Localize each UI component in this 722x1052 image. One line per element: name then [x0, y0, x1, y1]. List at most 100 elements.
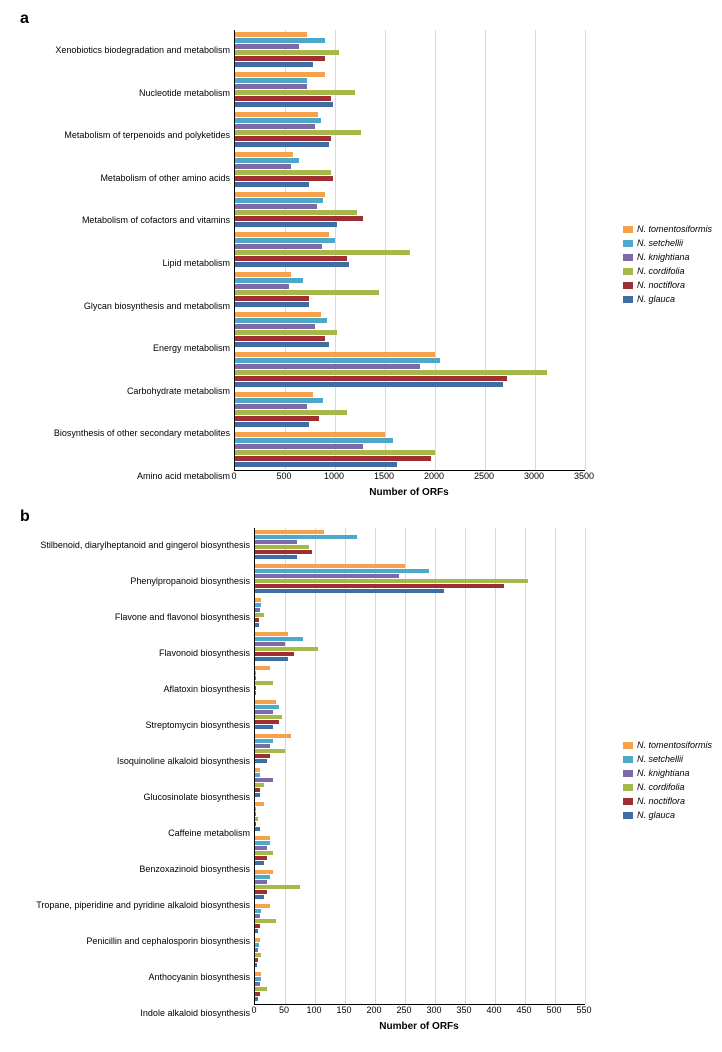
x-axis: 0500100015002000250030003500 — [234, 471, 584, 485]
bar — [255, 749, 285, 753]
legend-swatch — [623, 784, 633, 791]
legend-item: N. cordifolia — [623, 266, 712, 276]
bar — [235, 462, 397, 467]
bar — [235, 312, 321, 317]
legend-swatch — [623, 240, 633, 247]
bar — [235, 130, 361, 135]
bar — [255, 982, 260, 986]
bar — [235, 56, 325, 61]
bar — [255, 569, 429, 573]
chart-panel: bStilbenoid, diarylheptanoid and gingero… — [10, 508, 712, 1032]
bar — [255, 535, 357, 539]
x-tick-label: 500 — [276, 471, 291, 481]
bar — [235, 124, 315, 129]
legend-label: N. noctiflora — [637, 796, 685, 806]
category-label: Xenobiotics biodegradation and metabolis… — [55, 31, 230, 71]
category-label: Metabolism of terpenoids and polyketides — [64, 116, 230, 156]
category-label: Flavone and flavonol biosynthesis — [115, 601, 250, 635]
bar — [255, 938, 260, 942]
bar — [235, 398, 323, 403]
bar — [255, 861, 264, 865]
bar — [255, 987, 267, 991]
bar — [235, 410, 347, 415]
x-tick-label: 1500 — [374, 471, 394, 481]
x-tick-label: 0 — [231, 471, 236, 481]
bar — [235, 336, 325, 341]
legend-item: N. cordifolia — [623, 782, 712, 792]
bar — [235, 170, 331, 175]
legend-item: N. glauca — [623, 294, 712, 304]
bar — [255, 773, 260, 777]
bar — [255, 676, 256, 680]
y-axis: Stilbenoid, diarylheptanoid and gingerol… — [10, 528, 254, 1032]
category-label: Flavonoid biosynthesis — [159, 637, 250, 671]
legend-label: N. tomentosiformis — [637, 224, 712, 234]
bar — [235, 96, 331, 101]
bar — [235, 192, 325, 197]
bar — [255, 715, 282, 719]
bar — [255, 895, 264, 899]
bar — [235, 222, 337, 227]
bar — [255, 870, 273, 874]
legend-swatch — [623, 296, 633, 303]
legend-label: N. tomentosiformis — [637, 740, 712, 750]
bar — [255, 992, 260, 996]
bar — [255, 948, 258, 952]
legend-label: N. noctiflora — [637, 280, 685, 290]
legend: N. tomentosiformisN. setchelliiN. knight… — [613, 738, 712, 822]
bar — [235, 210, 357, 215]
bar — [235, 182, 309, 187]
bar — [235, 102, 333, 107]
legend-item: N. noctiflora — [623, 796, 712, 806]
bar — [255, 880, 267, 884]
bar — [235, 290, 379, 295]
bar — [235, 142, 329, 147]
category-label: Nucleotide metabolism — [139, 74, 230, 114]
bar — [255, 686, 256, 690]
bar — [255, 618, 259, 622]
x-tick-label: 400 — [486, 1005, 501, 1015]
legend-swatch — [623, 756, 633, 763]
bar — [235, 450, 435, 455]
bar — [235, 352, 435, 357]
legend-label: N. cordifolia — [637, 782, 685, 792]
bar — [255, 647, 318, 651]
bar — [255, 700, 276, 704]
bar — [235, 278, 303, 283]
x-tick-label: 3500 — [574, 471, 594, 481]
bar — [235, 302, 309, 307]
bar — [235, 262, 349, 267]
bar — [235, 272, 291, 277]
category-label: Benzoxazinoid biosynthesis — [139, 853, 250, 887]
category-label: Indole alkaloid biosynthesis — [140, 997, 250, 1031]
bar — [255, 608, 260, 612]
bar — [235, 358, 440, 363]
legend-item: N. tomentosiformis — [623, 224, 712, 234]
bar — [255, 632, 288, 636]
x-tick-label: 350 — [456, 1005, 471, 1015]
bar — [235, 392, 313, 397]
legend-label: N. glauca — [637, 810, 675, 820]
bar — [255, 768, 260, 772]
x-tick-label: 2500 — [474, 471, 494, 481]
bar — [255, 725, 273, 729]
bar — [255, 759, 267, 763]
category-label: Stilbenoid, diarylheptanoid and gingerol… — [40, 529, 250, 563]
bar — [255, 783, 264, 787]
bar — [235, 216, 363, 221]
bar — [235, 78, 307, 83]
bar — [255, 953, 261, 957]
bar — [235, 250, 410, 255]
x-axis-title: Number of ORFs — [234, 487, 584, 498]
bar — [255, 530, 324, 534]
bar — [235, 456, 431, 461]
category-label: Phenylpropanoid biosynthesis — [130, 565, 250, 599]
bar — [255, 817, 258, 821]
x-tick-label: 500 — [546, 1005, 561, 1015]
bar — [235, 38, 325, 43]
bar — [255, 788, 260, 792]
category-label: Caffeine metabolism — [168, 817, 250, 851]
x-axis-title: Number of ORFs — [254, 1021, 584, 1032]
bar — [255, 972, 261, 976]
bar — [255, 841, 270, 845]
